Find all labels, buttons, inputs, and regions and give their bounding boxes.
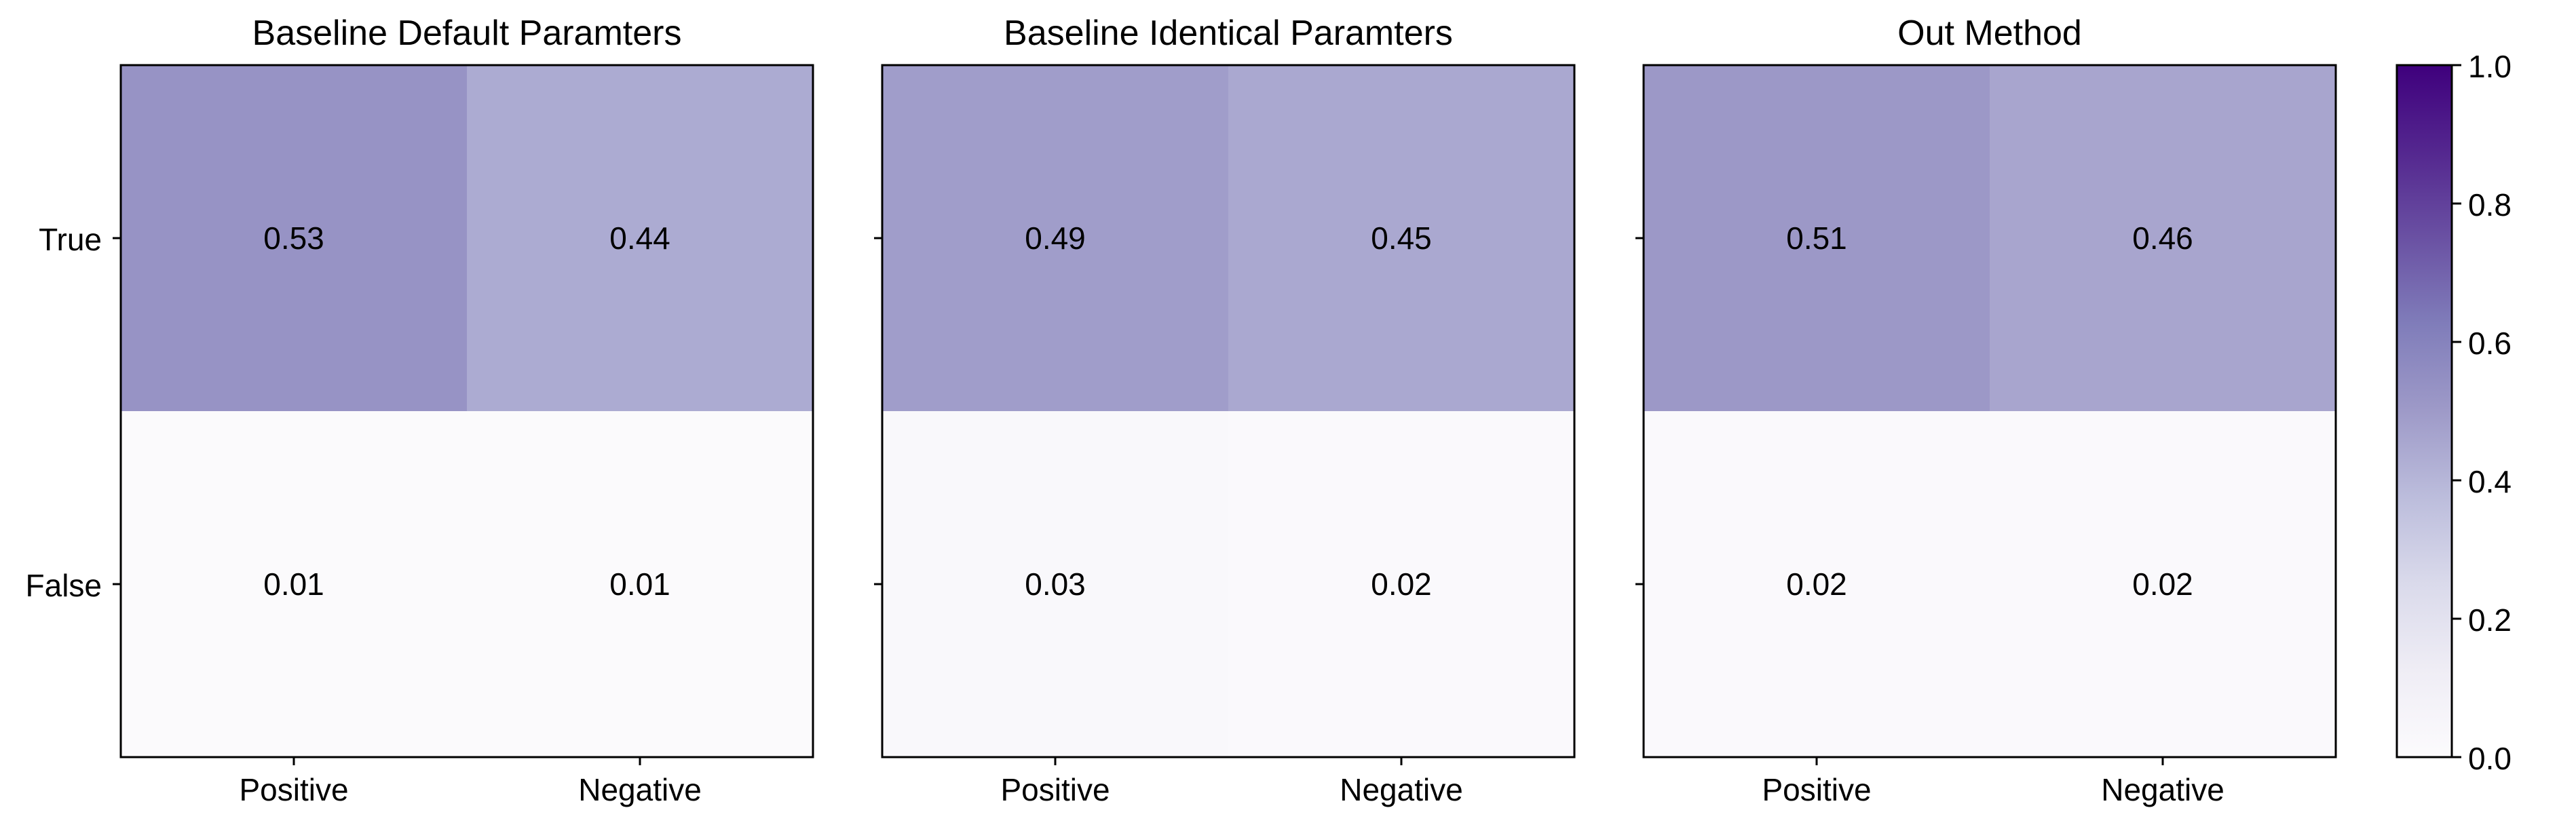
colorbar-gradient (2395, 64, 2453, 758)
colorbar-tick-label-4: 0.8 (2468, 187, 2512, 223)
panel-2-cell-true-positive (882, 65, 1228, 411)
panel-1-x-tick-label-negative: Negative (578, 772, 702, 807)
panel-2-value-true-negative: 0.45 (1371, 220, 1432, 256)
colorbar-tick-label-2: 0.4 (2468, 464, 2512, 499)
panel-3-cell-true-negative (1990, 65, 2336, 411)
panel-1-cell-false-positive (121, 411, 467, 757)
panel-3-x-tick-label-negative: Negative (2101, 772, 2224, 807)
panel-1-value-false-positive: 0.01 (263, 566, 324, 602)
heatmap-panel-1: Baseline Default Paramters 0.53 0.44 0.0… (26, 14, 814, 807)
panel-3-cell-false-negative (1990, 411, 2336, 757)
panel-2-cell-true-negative (1228, 65, 1574, 411)
panel-2-frame (881, 64, 1576, 758)
heatmap-panel-2: Baseline Identical Paramters 0.49 0.45 0… (874, 14, 1576, 807)
colorbar-tick-label-0: 0.0 (2468, 741, 2512, 776)
y-tick-label-true: True (39, 222, 102, 257)
panel-2-value-false-positive: 0.03 (1025, 566, 1086, 602)
panel-3-cell-true-positive (1644, 65, 1990, 411)
panel-3-value-true-positive: 0.51 (1786, 220, 1847, 256)
panel-2-title: Baseline Identical Paramters (1004, 14, 1453, 53)
panel-3-value-true-negative: 0.46 (2132, 220, 2193, 256)
panel-3-value-false-positive: 0.02 (1786, 566, 1847, 602)
panel-2-x-tick-label-positive: Positive (1000, 772, 1110, 807)
colorbar-tick-label-1: 0.2 (2468, 602, 2512, 638)
colorbar-tick-label-5: 1.0 (2468, 49, 2512, 84)
panel-1-value-true-positive: 0.53 (263, 220, 324, 256)
panel-1-cell-false-negative (467, 411, 813, 757)
colorbar: 0.0 0.2 0.4 0.6 0.8 1.0 (2395, 49, 2512, 776)
panel-2-cell-false-negative (1228, 411, 1574, 757)
panel-3-frame (1642, 64, 2337, 758)
panel-1-cell-true-positive (121, 65, 467, 411)
heatmap-panel-3: Out Method 0.51 0.46 0.02 0.02 Positive … (1635, 14, 2337, 807)
panel-1-cell-true-negative (467, 65, 813, 411)
panel-3-title: Out Method (1897, 14, 2082, 53)
panel-1-value-false-negative: 0.01 (609, 566, 670, 602)
colorbar-tick-label-3: 0.6 (2468, 326, 2512, 361)
panel-3-x-tick-label-positive: Positive (1762, 772, 1871, 807)
panel-2-x-tick-label-negative: Negative (1340, 772, 1463, 807)
panel-1-x-tick-label-positive: Positive (239, 772, 348, 807)
panel-2-cell-false-positive (882, 411, 1228, 757)
panel-1-value-true-negative: 0.44 (609, 220, 670, 256)
panel-2-value-false-negative: 0.02 (1371, 566, 1432, 602)
panel-3-cell-false-positive (1644, 411, 1990, 757)
panel-1-frame (119, 64, 814, 758)
panel-2-value-true-positive: 0.49 (1025, 220, 1086, 256)
panel-3-value-false-negative: 0.02 (2132, 566, 2193, 602)
y-tick-label-false: False (26, 568, 102, 603)
panel-1-title: Baseline Default Paramters (252, 14, 682, 53)
